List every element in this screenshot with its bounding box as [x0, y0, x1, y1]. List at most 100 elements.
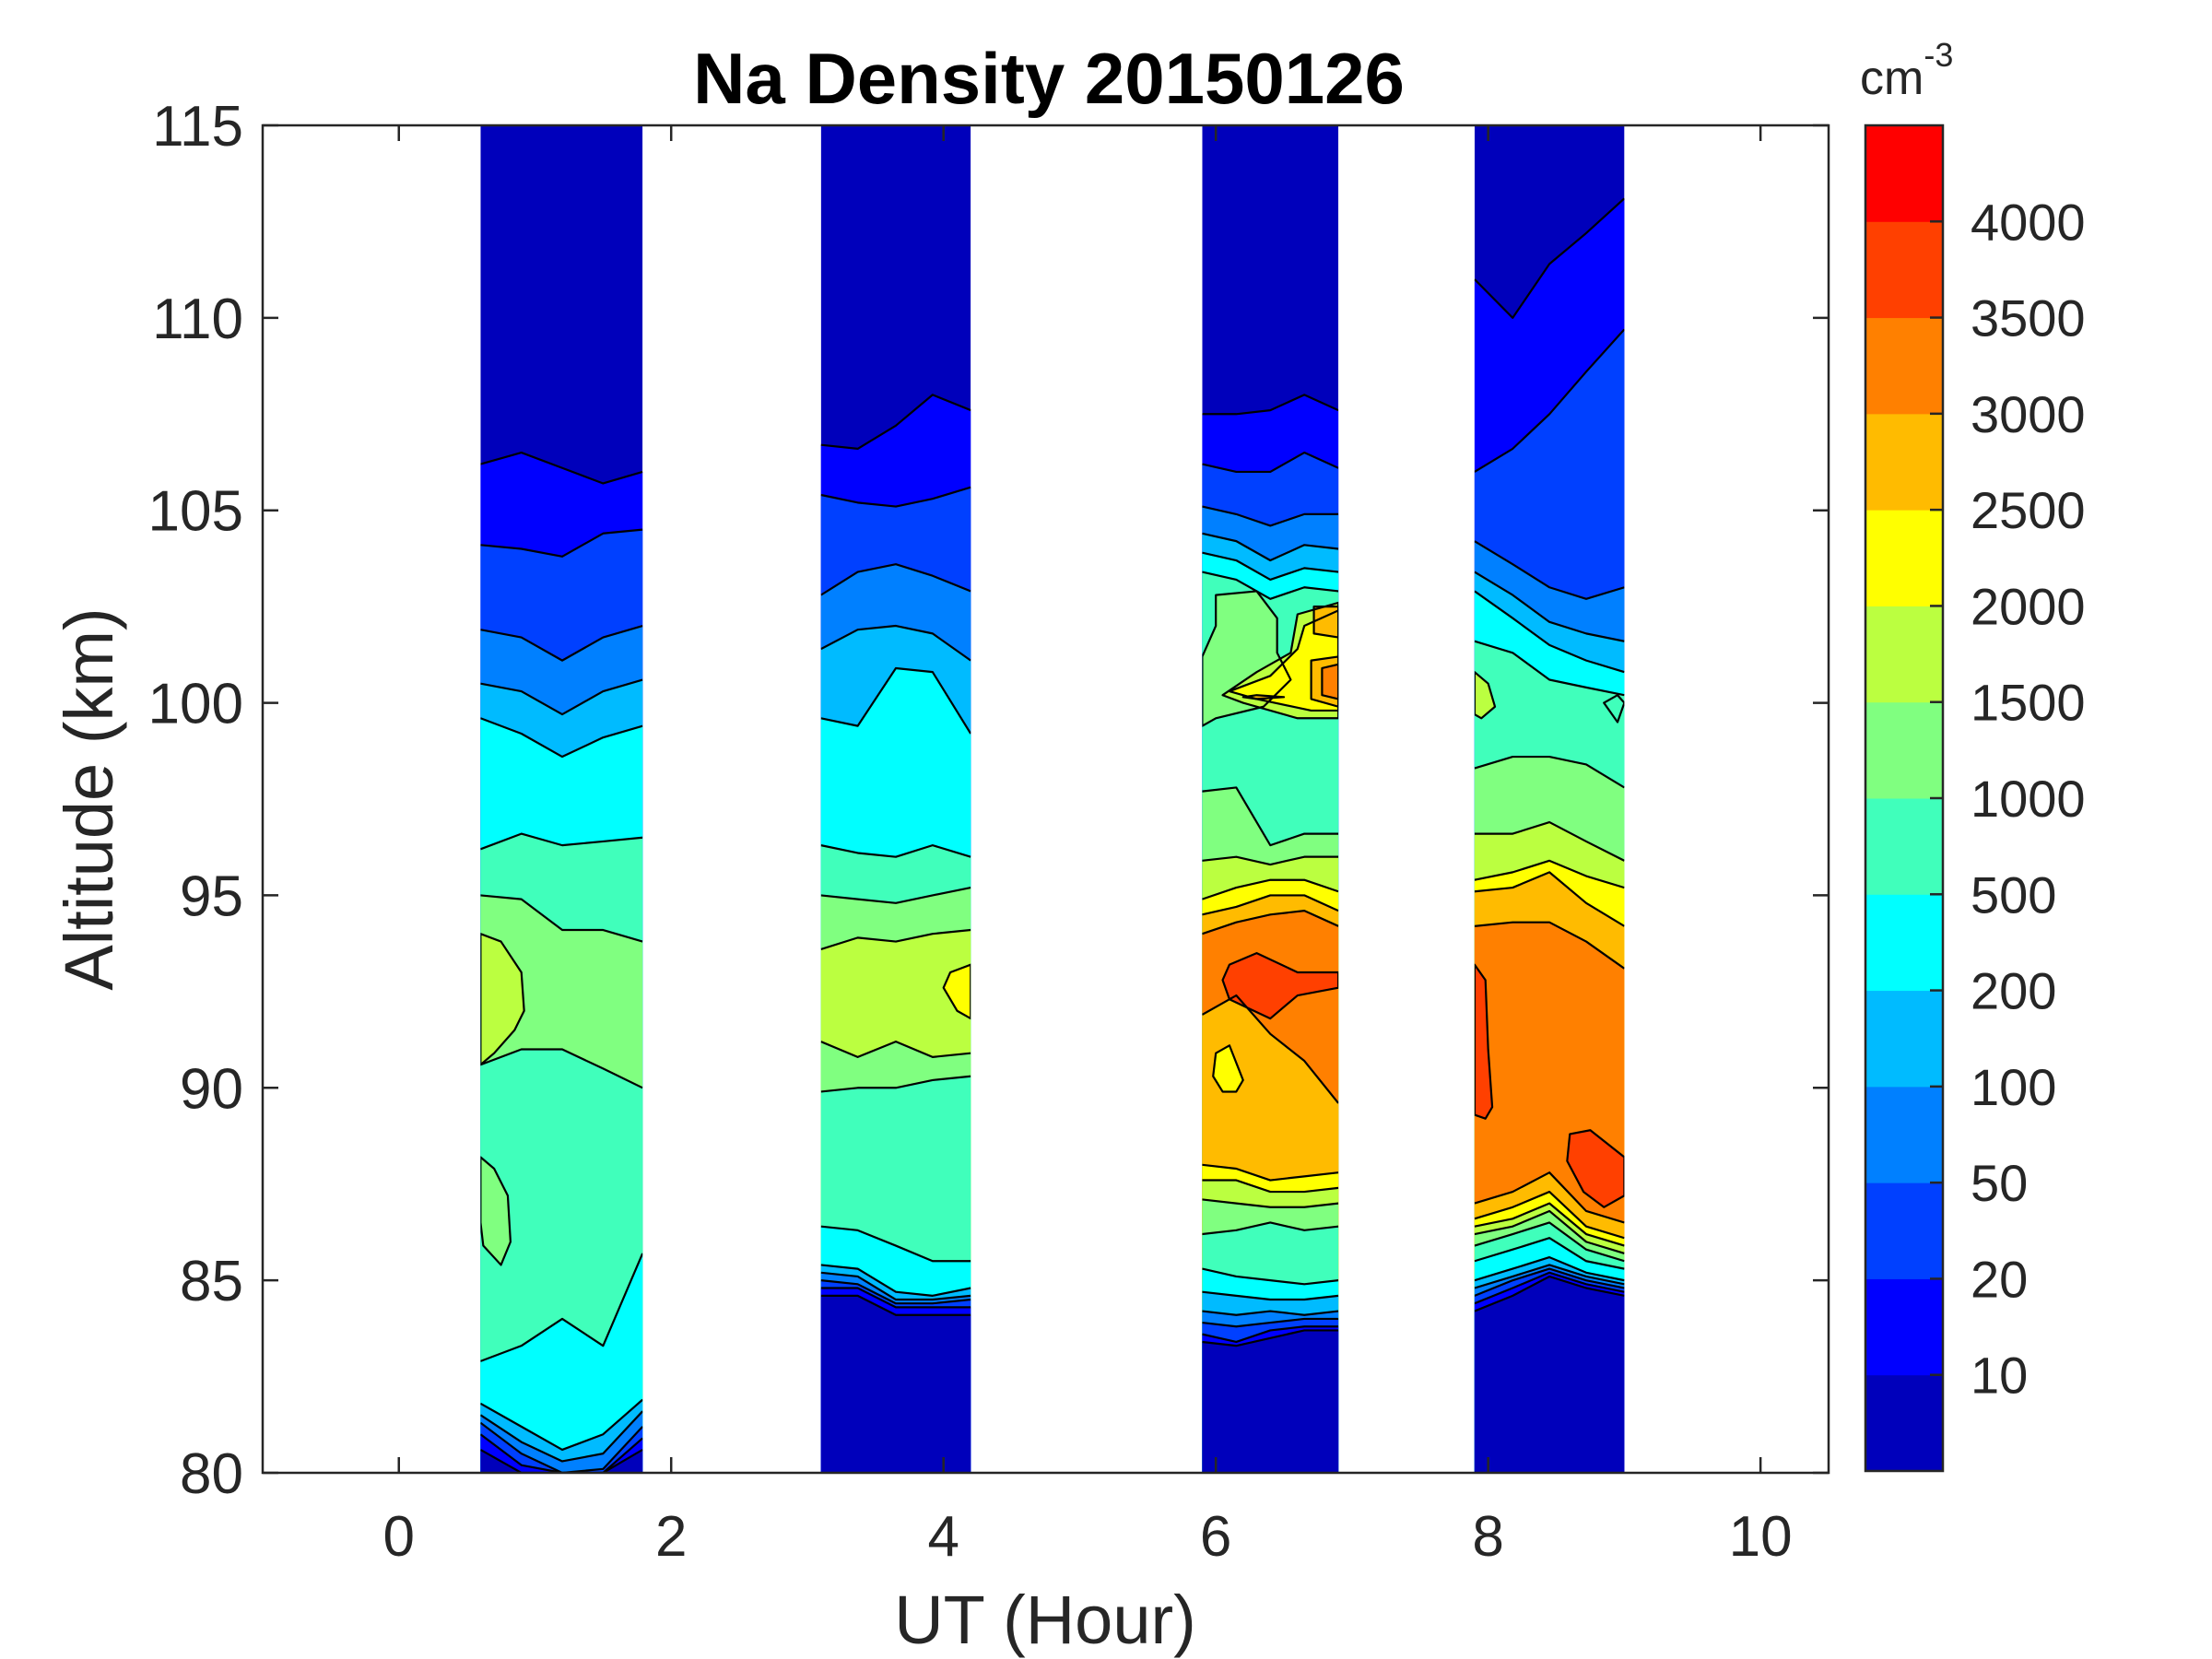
contour-line: [1202, 1198, 1339, 1208]
contour-line: [1202, 532, 1339, 562]
contour-line: [1202, 590, 1292, 727]
plot-area: [480, 125, 1625, 1473]
contour-line: [1202, 1317, 1339, 1328]
contour-line: [1474, 1255, 1625, 1282]
contour-line: [1202, 1329, 1339, 1347]
colorbar-tick-label: 100: [1971, 1058, 2056, 1116]
contour-line: [820, 1041, 971, 1058]
colorbar-swatch: [1865, 1374, 1943, 1472]
contour-line: [1202, 855, 1339, 866]
contour-line: [1202, 1179, 1339, 1194]
contour-line: [1474, 590, 1625, 674]
y-tick-label: 95: [180, 865, 243, 928]
colorbar-unit-base: cm: [1860, 52, 1924, 105]
contour-line: [480, 1421, 643, 1473]
contour-line: [1202, 994, 1339, 1104]
contour-line: [1474, 1221, 1625, 1263]
contour-line: [820, 886, 971, 904]
y-tick-label: 90: [180, 1057, 243, 1121]
colorbar-swatch: [1865, 606, 1943, 703]
colorbar-unit-label: cm-3: [1860, 36, 1953, 105]
contour-line: [1202, 451, 1339, 474]
contour-band: [1202, 1330, 1339, 1473]
contour-line: [480, 1253, 643, 1362]
colorbar-swatch: [1865, 701, 1943, 799]
contour-line: [480, 1398, 643, 1452]
contour-line: [1202, 1310, 1339, 1316]
contour-line: [820, 1279, 971, 1305]
contour-line: [1310, 655, 1339, 708]
y-tick-label: 85: [180, 1250, 243, 1313]
contour-line: [1474, 1275, 1625, 1312]
contour-line: [1202, 505, 1339, 527]
colorbar-swatch: [1865, 317, 1943, 415]
contour-line: [1474, 328, 1625, 473]
x-tick-label: 0: [382, 1505, 414, 1569]
colorbar-swatch: [1865, 125, 1943, 222]
colorbar-swatch: [1865, 1182, 1943, 1279]
contour-line: [1474, 671, 1497, 720]
colorbar-tick-label: 1000: [1971, 770, 2086, 828]
contour-line: [480, 1156, 512, 1266]
contour-line: [1202, 1267, 1339, 1286]
y-tick-label: 110: [152, 288, 243, 351]
y-tick-label: 100: [148, 673, 243, 736]
contour-line: [1474, 540, 1625, 600]
contour-line: [820, 666, 971, 735]
colorbar-tick-label: 200: [1971, 962, 2056, 1020]
contour-line: [1474, 640, 1625, 697]
contour-line: [480, 528, 643, 558]
contour-line: [480, 832, 643, 851]
colorbar-tick-label: 3000: [1971, 385, 2086, 443]
contour-line: [1474, 921, 1625, 970]
contour-line: [1202, 1163, 1339, 1182]
colorbar-swatch: [1865, 798, 1943, 895]
colorbar-swatch: [1865, 1278, 1943, 1376]
chart-title: Na Density 20150126: [693, 38, 1405, 119]
contour-line: [1202, 394, 1339, 416]
contour-line: [1474, 1202, 1625, 1247]
contour-island: [1222, 953, 1339, 1019]
contour-band: [1474, 1276, 1625, 1473]
contour-band: [480, 1449, 643, 1473]
contour-line: [1202, 878, 1339, 900]
contour-line: [1474, 1171, 1625, 1224]
contour-line: [820, 1075, 971, 1093]
colorbar-tick-label: 50: [1971, 1154, 2028, 1212]
contour-line: [820, 844, 971, 858]
contour-line: [1474, 871, 1625, 927]
colorbar-tick-label: 20: [1971, 1250, 2028, 1308]
contour-island: [1474, 672, 1496, 719]
contour-line: [1474, 1209, 1625, 1254]
colorbar-unit-exponent: -3: [1924, 36, 1953, 74]
contour-line: [820, 1264, 971, 1297]
contour-line: [1474, 197, 1625, 319]
colorbar-tick-label: 10: [1971, 1347, 2028, 1405]
contour-line: [1202, 786, 1339, 847]
contour-line: [480, 717, 643, 759]
contour-island: [1474, 964, 1493, 1119]
contour-line: [820, 624, 971, 662]
colorbar-tick-label: 3500: [1971, 289, 2086, 347]
contour-line: [1474, 1264, 1625, 1289]
contour-line: [1474, 1190, 1625, 1240]
data-column-3: [1202, 125, 1339, 1473]
contour-line: [1202, 894, 1339, 916]
contour-line: [1474, 963, 1494, 1120]
contour-line: [820, 486, 971, 508]
x-tick-label: 6: [1200, 1505, 1231, 1569]
contour-line: [480, 451, 643, 485]
contour-line: [480, 624, 643, 662]
contour-line: [1312, 606, 1339, 639]
contour-line: [1474, 859, 1625, 889]
contour-line: [480, 1048, 643, 1089]
contour-line: [820, 563, 971, 596]
contour-line: [1321, 663, 1339, 700]
contour-line: [820, 1294, 971, 1316]
colorbar-swatch: [1865, 413, 1943, 511]
axes-box: [261, 124, 1830, 1475]
contour-island: [1213, 1045, 1243, 1092]
colorbar-tick-label: 1500: [1971, 674, 2086, 732]
contour-line: [1474, 1271, 1625, 1305]
colorbar-tick-label: 2000: [1971, 577, 2086, 635]
